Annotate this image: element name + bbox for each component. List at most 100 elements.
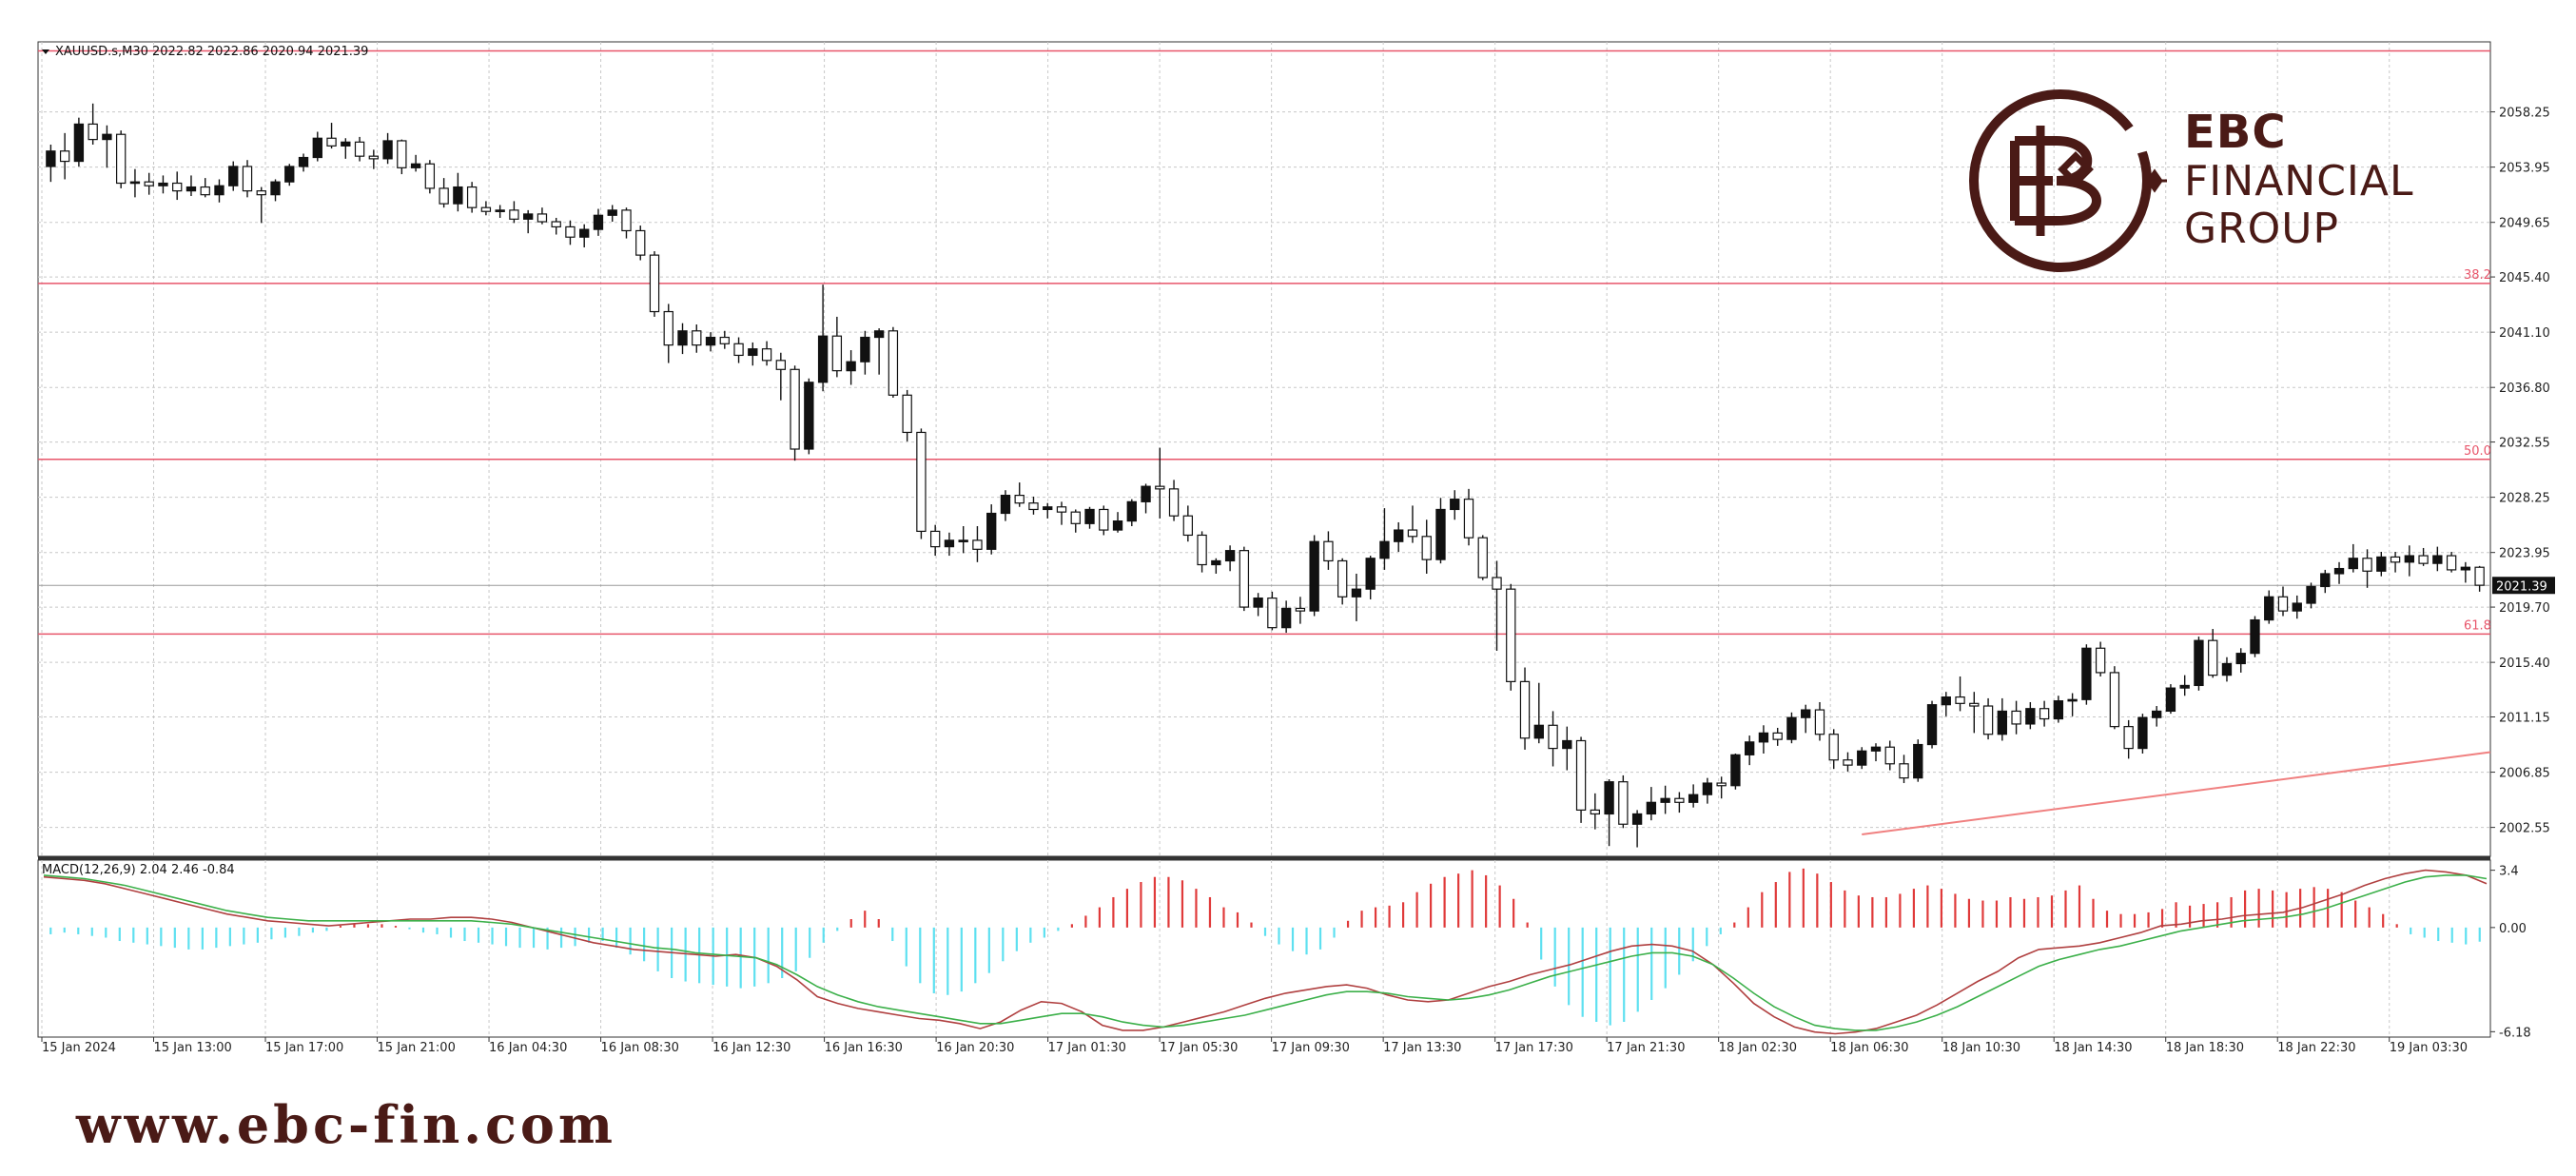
- dropdown-triangle-icon[interactable]: [42, 49, 49, 54]
- candle-bearish: [916, 431, 927, 533]
- candle-bearish: [1519, 680, 1531, 739]
- candle-bullish: [2221, 662, 2233, 676]
- macd-y-tick-label: -6.18: [2499, 1026, 2531, 1040]
- candle-bearish: [1506, 588, 1516, 682]
- candle-bearish: [2390, 556, 2401, 563]
- y-tick-label: 2002.55: [2499, 822, 2550, 836]
- candle-bullish: [2025, 708, 2036, 725]
- candle-bearish: [2109, 672, 2120, 728]
- candle-bullish: [677, 330, 688, 346]
- candle-bearish: [888, 330, 899, 396]
- x-tick-label: 17 Jan 13:30: [1383, 1041, 1461, 1055]
- candle-bullish: [102, 133, 112, 141]
- y-tick-label: 2023.95: [2499, 547, 2550, 561]
- macd-panel-frame: [37, 859, 2491, 1038]
- x-tick-label: 18 Jan 18:30: [2166, 1041, 2244, 1055]
- candle-bullish: [1379, 540, 1390, 559]
- candle-bearish: [1899, 763, 1909, 779]
- candle-bullish: [1435, 508, 1446, 560]
- candle-bearish: [1197, 534, 1207, 566]
- grid: [37, 41, 2491, 1038]
- x-tick-label: 15 Jan 13:00: [154, 1041, 232, 1055]
- candle-bullish: [453, 186, 463, 205]
- x-tick-label: 19 Jan 03:30: [2390, 1041, 2468, 1055]
- candle-bullish: [2194, 639, 2204, 687]
- y-tick-label: 2053.95: [2499, 162, 2550, 176]
- candle-bullish: [1997, 710, 2008, 735]
- y-tick-label: 2045.40: [2499, 271, 2550, 285]
- y-tick-label: 2006.85: [2499, 767, 2550, 781]
- candle-bullish: [2404, 555, 2415, 563]
- y-tick-label: 2049.65: [2499, 217, 2550, 231]
- x-tick-label: 15 Jan 2024: [42, 1041, 116, 1055]
- candle-bullish: [1660, 797, 1670, 803]
- logo-line-1: EBC: [2184, 106, 2287, 159]
- candle-bearish: [2208, 639, 2218, 676]
- candle-bullish: [341, 141, 351, 147]
- candle-bearish: [242, 166, 253, 192]
- candle-bearish: [1674, 797, 1685, 803]
- candle-bullish: [2348, 558, 2358, 570]
- candle-bearish: [1884, 746, 1895, 765]
- candle-bullish: [2151, 710, 2162, 718]
- candle-bullish: [2165, 687, 2176, 713]
- x-tick-label: 17 Jan 21:30: [1607, 1041, 1685, 1055]
- y-tick-label: 2015.40: [2499, 657, 2550, 671]
- candle-bearish: [1590, 809, 1601, 815]
- fib-label: 61.8: [2464, 618, 2491, 633]
- axes: 2058.25 2053.95 2049.65 2045.40 2041.10 2036.…: [41, 107, 2555, 1055]
- macd-y-tick-label: 0.00: [2499, 922, 2527, 936]
- symbol-header: XAUUSD.s,M30 2022.82 2022.86 2020.94 202…: [55, 45, 368, 59]
- candle-bullish: [1744, 741, 1755, 755]
- ebc-logo-mark-icon: [1969, 89, 2167, 272]
- candle-bearish: [972, 539, 983, 550]
- candle-bullish: [958, 539, 968, 542]
- candle-bearish: [144, 181, 154, 186]
- candle-bullish: [1941, 696, 1951, 706]
- candle-bullish: [1730, 754, 1741, 787]
- candle-bullish: [1309, 540, 1319, 612]
- candle-bullish: [607, 209, 617, 216]
- candle-bearish: [775, 360, 787, 370]
- y-tick-label: 2019.70: [2499, 601, 2550, 616]
- candle-bullish: [1646, 801, 1657, 815]
- candle-bullish: [2053, 700, 2064, 720]
- candle-bearish: [2362, 558, 2372, 572]
- candle-bearish: [1295, 607, 1306, 612]
- candle-bullish: [270, 181, 281, 196]
- candle-bullish: [1562, 739, 1572, 750]
- candle-bearish: [466, 186, 478, 208]
- candle-bullish: [1758, 732, 1769, 743]
- x-tick-label: 15 Jan 21:00: [378, 1041, 456, 1055]
- candle-bullish: [1000, 495, 1011, 515]
- x-tick-label: 17 Jan 09:30: [1272, 1041, 1350, 1055]
- candle-bearish: [2446, 555, 2457, 571]
- y-tick-label: 2028.25: [2499, 492, 2550, 506]
- candle-bullish: [2432, 555, 2443, 564]
- website-url[interactable]: www.ebc-fin.com: [76, 1094, 617, 1155]
- candle-bullish: [1631, 813, 1643, 825]
- candle-bearish: [790, 368, 800, 450]
- y-tick-label: 2036.80: [2499, 382, 2550, 396]
- candle-bearish: [2418, 555, 2429, 564]
- candle-bearish: [929, 530, 941, 548]
- candle-bearish: [2277, 596, 2289, 612]
- candle-bearish: [509, 209, 519, 220]
- candle-bearish: [1492, 577, 1502, 590]
- x-tick-label: 18 Jan 10:30: [1942, 1041, 2020, 1055]
- candle-bearish: [1969, 702, 1980, 707]
- x-tick-label: 17 Jan 05:30: [1160, 1041, 1238, 1055]
- x-tick-label: 18 Jan 14:30: [2054, 1041, 2132, 1055]
- candle-bearish: [719, 336, 730, 344]
- candle-bearish: [902, 394, 912, 434]
- candle-bullish: [2137, 716, 2148, 750]
- candle-bearish: [1070, 511, 1081, 524]
- candle-bullish: [1112, 520, 1123, 531]
- candle-bullish: [228, 166, 239, 186]
- candle-bullish: [1043, 506, 1053, 511]
- current-price-label: 2021.39: [2496, 579, 2547, 594]
- macd-header: MACD(12,26,9) 2.04 2.46 -0.84: [42, 863, 235, 877]
- candle-bullish: [1533, 724, 1544, 739]
- candle-bullish: [2320, 573, 2331, 588]
- candle-bullish: [986, 512, 997, 550]
